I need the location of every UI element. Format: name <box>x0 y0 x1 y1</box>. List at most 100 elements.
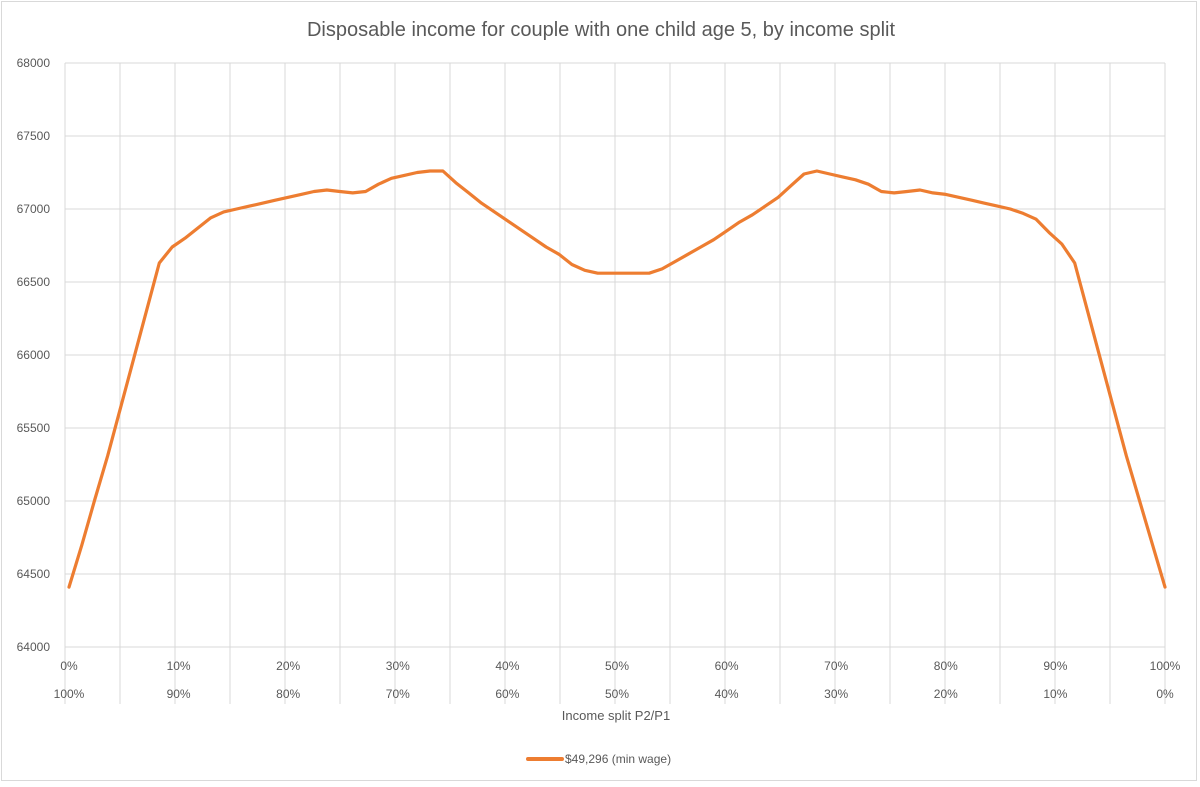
data-point <box>132 358 135 361</box>
data-point <box>751 213 754 216</box>
data-point <box>712 238 715 241</box>
data-point <box>519 228 522 231</box>
y-tick-label: 67000 <box>17 202 51 216</box>
data-point <box>944 193 947 196</box>
data-point <box>80 543 83 546</box>
grid-layer <box>64 62 1166 704</box>
data-point <box>274 199 277 202</box>
data-point <box>1009 207 1012 210</box>
data-point <box>145 310 148 313</box>
y-tick-label: 65000 <box>17 494 51 508</box>
legend[interactable]: $49,296 (min wage) <box>526 752 671 766</box>
data-point <box>338 190 341 193</box>
data-point <box>1151 542 1154 545</box>
data-point <box>119 406 122 409</box>
x-tick-label-p2: 60% <box>715 659 739 673</box>
data-point <box>635 272 638 275</box>
x-tick-label-p1: 80% <box>276 687 300 701</box>
data-point <box>325 188 328 191</box>
y-tick-label: 64500 <box>17 567 51 581</box>
data-point <box>609 272 612 275</box>
x-tick-label-p2: 70% <box>824 659 848 673</box>
data-point <box>545 245 548 248</box>
x-tick-label-p2: 10% <box>167 659 191 673</box>
x-tick-label-p2: 90% <box>1043 659 1067 673</box>
data-point <box>1163 586 1166 589</box>
data-point <box>996 205 999 208</box>
data-point <box>235 207 238 210</box>
data-point <box>428 169 431 172</box>
data-point <box>931 191 934 194</box>
x-tick-label-p2: 50% <box>605 659 629 673</box>
data-point <box>622 272 625 275</box>
data-point <box>416 171 419 174</box>
y-tick-label: 67500 <box>17 129 51 143</box>
y-tick-label: 66500 <box>17 275 51 289</box>
y-tick-label: 64000 <box>17 640 51 654</box>
data-point <box>1073 261 1076 264</box>
data-point <box>532 237 535 240</box>
legend-label: $49,296 (min wage) <box>565 752 671 766</box>
data-point <box>1099 358 1102 361</box>
y-tick-label: 68000 <box>17 56 51 70</box>
series-line-min-wage[interactable] <box>67 169 1167 589</box>
x-axis-ticks: 0% 100% 10% 90% 20% 80% 30% 70% 40% 60% 50% 50% 60% 4… <box>54 659 1181 701</box>
data-point <box>738 221 741 224</box>
data-point <box>970 199 973 202</box>
x-axis-label: Income split P2/P1 <box>562 708 670 723</box>
data-point <box>880 190 883 193</box>
x-tick-label-p1: 40% <box>715 687 739 701</box>
series-layer <box>67 169 1167 589</box>
data-point <box>67 586 70 589</box>
data-point <box>364 190 367 193</box>
data-point <box>390 177 393 180</box>
x-tick-label-p2: 40% <box>495 659 519 673</box>
data-point <box>351 191 354 194</box>
data-point <box>183 237 186 240</box>
x-tick-label-p2: 0% <box>60 659 78 673</box>
data-point <box>248 205 251 208</box>
data-point <box>648 272 651 275</box>
x-tick-label-p1: 20% <box>934 687 958 701</box>
data-point <box>158 261 161 264</box>
data-point <box>557 253 560 256</box>
data-point <box>506 219 509 222</box>
x-tick-label-p1: 10% <box>1043 687 1067 701</box>
data-point <box>570 263 573 266</box>
data-point <box>790 184 793 187</box>
data-point <box>480 202 483 205</box>
data-point <box>867 183 870 186</box>
data-point <box>377 183 380 186</box>
y-tick-label: 65500 <box>17 421 51 435</box>
data-point <box>467 191 470 194</box>
data-point <box>171 245 174 248</box>
x-tick-label-p2: 100% <box>1150 659 1181 673</box>
y-axis-ticks: 64000 64500 65000 65500 66000 66500 67000 67500… <box>17 56 51 654</box>
data-point <box>661 267 664 270</box>
data-point <box>815 169 818 172</box>
data-point <box>222 210 225 213</box>
y-tick-label: 66000 <box>17 348 51 362</box>
data-point <box>312 190 315 193</box>
data-point <box>93 498 96 501</box>
data-point <box>802 172 805 175</box>
data-point <box>1060 242 1063 245</box>
data-point <box>983 202 986 205</box>
chart-title: Disposable income for couple with one ch… <box>307 19 896 41</box>
data-point <box>828 172 831 175</box>
x-tick-label-p1: 50% <box>605 687 629 701</box>
data-point <box>300 193 303 196</box>
x-tick-label-p2: 20% <box>276 659 300 673</box>
x-tick-label-p1: 70% <box>386 687 410 701</box>
data-point <box>261 202 264 205</box>
data-point <box>906 190 909 193</box>
data-point <box>699 245 702 248</box>
data-point <box>287 196 290 199</box>
data-point <box>777 196 780 199</box>
data-point <box>441 169 444 172</box>
data-point <box>841 175 844 178</box>
data-point <box>957 196 960 199</box>
data-point <box>106 454 109 457</box>
